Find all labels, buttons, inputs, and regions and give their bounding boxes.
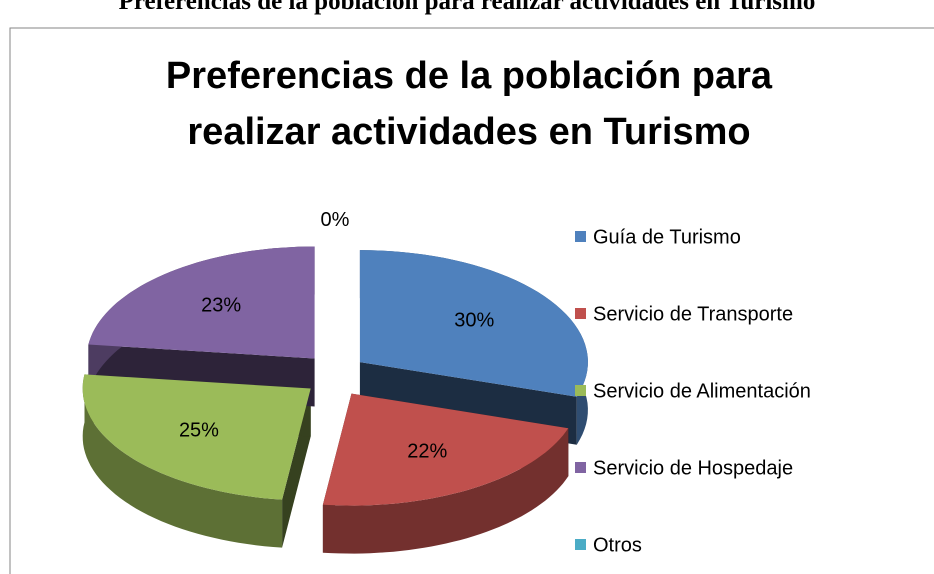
chart-frame <box>9 27 934 574</box>
legend-label: Servicio de Transporte <box>593 303 793 325</box>
value-label: 23% <box>201 295 241 317</box>
pie-slice <box>88 246 315 359</box>
chart-title: Preferencias de la población para realiz… <box>165 55 773 153</box>
legend-label: Guía de Turismo <box>593 226 741 248</box>
pie-slice <box>322 393 569 506</box>
legend-label: Servicio de Alimentación <box>593 380 811 402</box>
legend-label: Servicio de Hospedaje <box>593 457 793 479</box>
slice-side <box>322 428 569 554</box>
legend-swatch <box>575 385 586 396</box>
pie-slice <box>82 374 311 500</box>
legend-swatch <box>575 308 586 319</box>
legend-label: Otros <box>593 534 642 556</box>
value-label: 0% <box>321 209 350 231</box>
legend-swatch <box>575 231 586 242</box>
legend-swatch <box>575 539 586 550</box>
pie-slice <box>359 250 588 397</box>
value-label: 25% <box>179 419 219 441</box>
slice-side <box>82 374 283 548</box>
value-label: 22% <box>407 440 447 462</box>
value-label: 30% <box>454 310 494 332</box>
legend-swatch <box>575 462 586 473</box>
caption: Preferencias de la población para realiz… <box>118 0 816 15</box>
